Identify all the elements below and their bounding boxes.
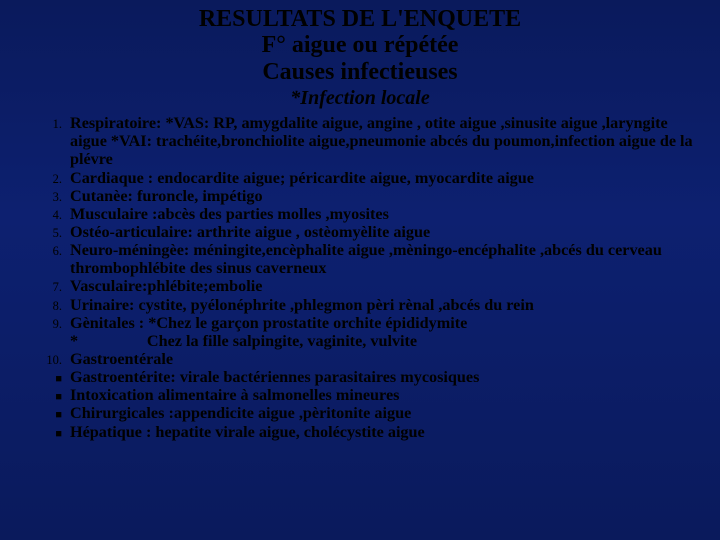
list-item-text: Hépatique : hepatite virale aigue, cholé… bbox=[70, 423, 702, 441]
number-marker bbox=[42, 332, 70, 335]
list-item: 4.Musculaire :abcès des parties molles ,… bbox=[42, 205, 702, 223]
list-item-text: Gastroentérite: virale bactériennes para… bbox=[70, 368, 702, 386]
list-item-text: Chirurgicales :appendicite aigue ,pèrito… bbox=[70, 404, 702, 422]
list-item-text: Ostéo-articulaire: arthrite aigue , ostè… bbox=[70, 223, 702, 241]
number-marker: 10. bbox=[42, 350, 70, 367]
number-marker: 4. bbox=[42, 205, 70, 222]
slide-subtitle: *Infection locale bbox=[0, 87, 720, 110]
list-item: * Chez la fille salpingite, vaginite, vu… bbox=[42, 332, 702, 350]
list-item: ■Gastroentérite: virale bactériennes par… bbox=[42, 368, 702, 386]
bullet-marker: ■ bbox=[42, 386, 70, 403]
number-marker: 1. bbox=[42, 114, 70, 131]
list-item-text: Neuro-méningèe: méningite,encèphalite ai… bbox=[70, 241, 702, 277]
list-item-text: * Chez la fille salpingite, vaginite, vu… bbox=[70, 332, 702, 350]
list-item-text: Vasculaire:phlébite;embolie bbox=[70, 277, 702, 295]
number-marker: 7. bbox=[42, 277, 70, 294]
list-item-text: Cardiaque : endocardite aigue; péricardi… bbox=[70, 169, 702, 187]
number-marker: 5. bbox=[42, 223, 70, 240]
list-item: ■Hépatique : hepatite virale aigue, chol… bbox=[42, 423, 702, 441]
list-item: ■Chirurgicales :appendicite aigue ,pèrit… bbox=[42, 404, 702, 422]
list-item: 3.Cutanèe: furoncle, impétigo bbox=[42, 187, 702, 205]
list-item-text: Cutanèe: furoncle, impétigo bbox=[70, 187, 702, 205]
bullet-marker: ■ bbox=[42, 423, 70, 440]
content-list: 1.Respiratoire: *VAS: RP, amygdalite aig… bbox=[0, 110, 720, 441]
list-item: 8.Urinaire: cystite, pyélonéphrite ,phle… bbox=[42, 296, 702, 314]
list-item: 10.Gastroentérale bbox=[42, 350, 702, 368]
list-item: 6.Neuro-méningèe: méningite,encèphalite … bbox=[42, 241, 702, 277]
number-marker: 8. bbox=[42, 296, 70, 313]
list-item: 7.Vasculaire:phlébite;embolie bbox=[42, 277, 702, 295]
title-line-2: F° aigue ou répétée bbox=[0, 32, 720, 58]
list-item-text: Respiratoire: *VAS: RP, amygdalite aigue… bbox=[70, 114, 702, 168]
list-item-text: Intoxication alimentaire à salmonelles m… bbox=[70, 386, 702, 404]
list-item-text: Gènitales : *Chez le garçon prostatite o… bbox=[70, 314, 702, 332]
title-line-3: Causes infectieuses bbox=[0, 59, 720, 85]
list-item: 1.Respiratoire: *VAS: RP, amygdalite aig… bbox=[42, 114, 702, 168]
title-line-1: RESULTATS DE L'ENQUETE bbox=[0, 6, 720, 32]
list-item-text: Gastroentérale bbox=[70, 350, 702, 368]
number-marker: 9. bbox=[42, 314, 70, 331]
list-item: 5.Ostéo-articulaire: arthrite aigue , os… bbox=[42, 223, 702, 241]
list-item: 2.Cardiaque : endocardite aigue; péricar… bbox=[42, 169, 702, 187]
list-item-text: Musculaire :abcès des parties molles ,my… bbox=[70, 205, 702, 223]
bullet-marker: ■ bbox=[42, 404, 70, 421]
number-marker: 6. bbox=[42, 241, 70, 258]
bullet-marker: ■ bbox=[42, 368, 70, 385]
list-item: 9.Gènitales : *Chez le garçon prostatite… bbox=[42, 314, 702, 332]
number-marker: 3. bbox=[42, 187, 70, 204]
list-item-text: Urinaire: cystite, pyélonéphrite ,phlegm… bbox=[70, 296, 702, 314]
number-marker: 2. bbox=[42, 169, 70, 186]
list-item: ■ Intoxication alimentaire à salmonelles… bbox=[42, 386, 702, 404]
slide-title: RESULTATS DE L'ENQUETE F° aigue ou répét… bbox=[0, 0, 720, 85]
